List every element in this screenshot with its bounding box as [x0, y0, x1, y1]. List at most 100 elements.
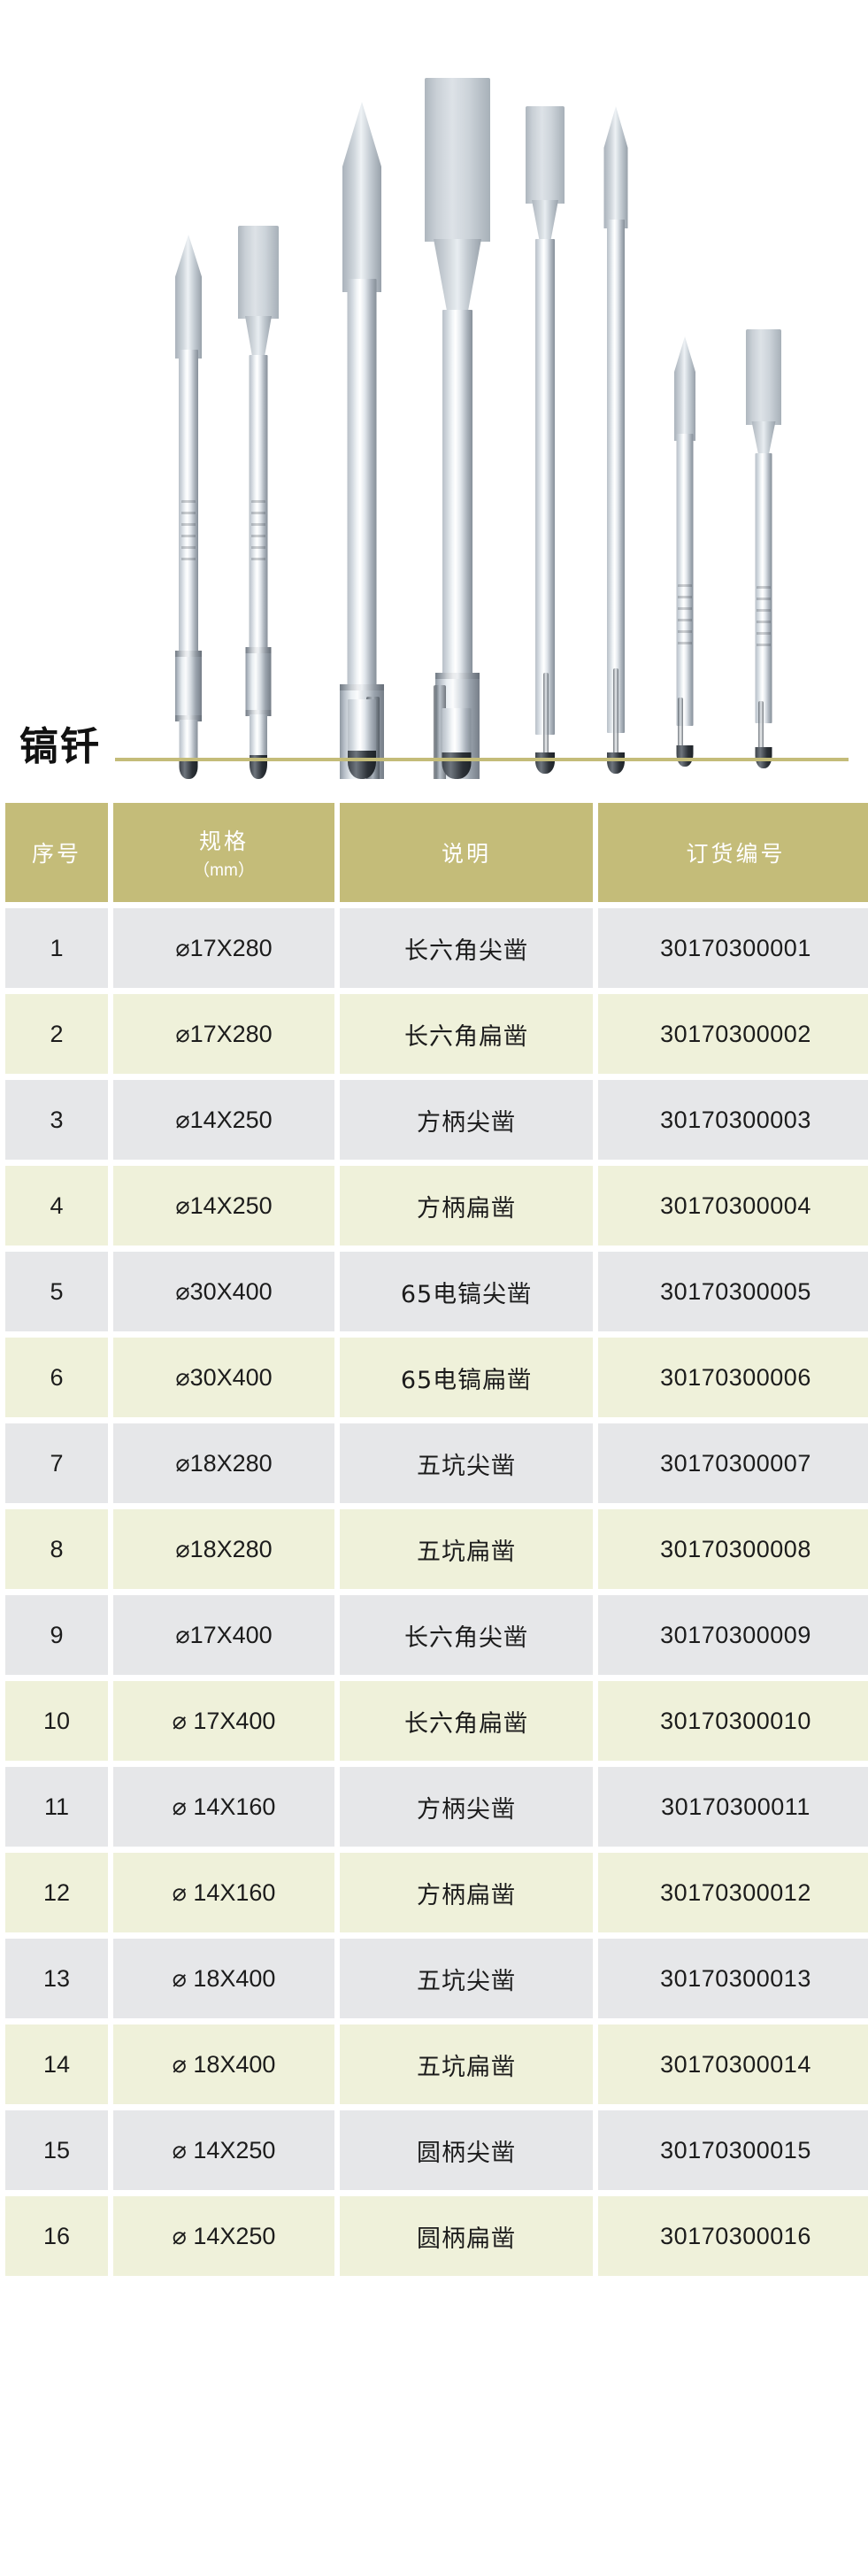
spec-row-number: 16	[5, 2196, 108, 2276]
spec-row-order-code: 30170300009	[598, 1595, 868, 1675]
spec-row-order-code: 30170300008	[598, 1509, 868, 1589]
spec-row-order-code: 30170300004	[598, 1166, 868, 1246]
chisel-sds-flat	[522, 106, 568, 779]
spec-row-description: 五坑扁凿	[340, 1509, 593, 1589]
spec-row-number: 3	[5, 1080, 108, 1160]
spec-row-order-code: 30170300001	[598, 908, 868, 988]
table-row: 2 ⌀17X280 长六角扁凿 30170300002	[5, 994, 868, 1074]
table-row: 4 ⌀14X250 方柄扁凿 30170300004	[5, 1166, 868, 1246]
spec-row-order-code: 30170300016	[598, 2196, 868, 2276]
chisel-square-shank-flat	[423, 78, 492, 779]
spec-row-description: 五坑尖凿	[340, 1423, 593, 1503]
spec-row-number: 2	[5, 994, 108, 1074]
table-row: 14 ⌀ 18X400 五坑扁凿 30170300014	[5, 2025, 868, 2104]
spec-row-description: 方柄尖凿	[340, 1080, 593, 1160]
table-row: 9 ⌀17X400 长六角尖凿 30170300009	[5, 1595, 868, 1675]
table-header: 序号 规格 （mm） 说明 订货编号	[5, 803, 868, 902]
spec-row-number: 6	[5, 1338, 108, 1417]
chisel-lineup	[0, 0, 868, 779]
spec-row-description: 65电镐尖凿	[340, 1252, 593, 1331]
spec-row-number: 12	[5, 1853, 108, 1932]
chisel-square-shank-point	[329, 102, 395, 779]
product-image-panel: 镐钎	[0, 0, 868, 779]
spec-row-order-code: 30170300002	[598, 994, 868, 1074]
table-row: 3 ⌀14X250 方柄尖凿 30170300003	[5, 1080, 868, 1160]
spec-row-size: ⌀18X280	[113, 1509, 334, 1589]
spec-row-number: 9	[5, 1595, 108, 1675]
table-row: 7 ⌀18X280 五坑尖凿 30170300007	[5, 1423, 868, 1503]
spec-row-size: ⌀30X400	[113, 1338, 334, 1417]
page-title: 镐钎	[19, 724, 101, 769]
table-row: 1 ⌀17X280 长六角尖凿 30170300001	[5, 908, 868, 988]
spec-row-description: 65电镐扁凿	[340, 1338, 593, 1417]
table-row: 5 ⌀30X400 65电镐尖凿 30170300005	[5, 1252, 868, 1331]
table-row: 8 ⌀18X280 五坑扁凿 30170300008	[5, 1509, 868, 1589]
spec-row-description: 长六角扁凿	[340, 994, 593, 1074]
column-header-no-label: 序号	[31, 841, 81, 867]
spec-row-description: 长六角尖凿	[340, 908, 593, 988]
column-header-no: 序号	[5, 803, 108, 902]
chisel-long-hex-flat	[232, 226, 285, 779]
column-header-spec-unit: （mm）	[193, 861, 255, 880]
spec-row-description: 五坑扁凿	[340, 2025, 593, 2104]
table-row: 6 ⌀30X400 65电镐扁凿 30170300006	[5, 1338, 868, 1417]
table-body: 1 ⌀17X280 长六角尖凿 30170300001 2 ⌀17X280 长六角扁凿 301…	[5, 908, 868, 2276]
spec-row-number: 14	[5, 2025, 108, 2104]
chisel-long-hex-point	[164, 235, 213, 779]
column-header-spec-label: 规格	[198, 829, 249, 854]
spec-row-size: ⌀ 14X160	[113, 1853, 334, 1932]
spec-row-number: 11	[5, 1767, 108, 1847]
spec-row-description: 圆柄扁凿	[340, 2196, 593, 2276]
spec-row-number: 7	[5, 1423, 108, 1503]
spec-row-number: 8	[5, 1509, 108, 1589]
chisel-square-shank-flat-tail	[442, 708, 472, 779]
column-header-spec: 规格 （mm）	[113, 803, 334, 902]
spec-row-order-code: 30170300006	[598, 1338, 868, 1417]
specification-table: 序号 规格 （mm） 说明 订货编号 1 ⌀17X280 长六角尖凿 30170300…	[0, 797, 868, 2282]
spec-row-order-code: 30170300010	[598, 1681, 868, 1761]
spec-row-size: ⌀14X250	[113, 1166, 334, 1246]
spec-row-order-code: 30170300003	[598, 1080, 868, 1160]
spec-row-description: 方柄扁凿	[340, 1166, 593, 1246]
chisel-round-shank-point	[665, 336, 704, 779]
spec-row-number: 1	[5, 908, 108, 988]
table-row: 13 ⌀ 18X400 五坑尖凿 30170300013	[5, 1939, 868, 2018]
table-header-row: 序号 规格 （mm） 说明 订货编号	[5, 803, 868, 902]
spec-row-size: ⌀18X280	[113, 1423, 334, 1503]
column-header-desc-label: 说明	[441, 841, 491, 867]
column-header-desc: 说明	[340, 803, 593, 902]
spec-row-size: ⌀ 18X400	[113, 2025, 334, 2104]
spec-row-description: 方柄扁凿	[340, 1853, 593, 1932]
spec-row-size: ⌀ 14X250	[113, 2196, 334, 2276]
spec-row-number: 13	[5, 1939, 108, 2018]
spec-row-order-code: 30170300011	[598, 1767, 868, 1847]
spec-row-order-code: 30170300013	[598, 1939, 868, 2018]
category-title-row: 镐钎	[0, 717, 868, 779]
spec-row-size: ⌀ 17X400	[113, 1681, 334, 1761]
spec-row-order-code: 30170300014	[598, 2025, 868, 2104]
spec-row-size: ⌀17X400	[113, 1595, 334, 1675]
column-header-code: 订货编号	[598, 803, 868, 902]
chisel-sds-point	[595, 106, 637, 779]
column-header-code-label: 订货编号	[686, 841, 786, 867]
spec-row-size: ⌀17X280	[113, 994, 334, 1074]
spec-row-number: 10	[5, 1681, 108, 1761]
spec-row-number: 4	[5, 1166, 108, 1246]
spec-row-description: 方柄尖凿	[340, 1767, 593, 1847]
table-row: 12 ⌀ 14X160 方柄扁凿 30170300012	[5, 1853, 868, 1932]
spec-row-size: ⌀ 18X400	[113, 1939, 334, 2018]
table-row: 15 ⌀ 14X250 圆柄尖凿 30170300015	[5, 2110, 868, 2190]
spec-row-number: 15	[5, 2110, 108, 2190]
spec-row-order-code: 30170300007	[598, 1423, 868, 1503]
spec-row-description: 五坑尖凿	[340, 1939, 593, 2018]
chisel-square-shank-point-tail	[347, 699, 377, 779]
chisel-round-shank-flat	[741, 329, 786, 779]
spec-row-description: 长六角扁凿	[340, 1681, 593, 1761]
table-row: 16 ⌀ 14X250 圆柄扁凿 30170300016	[5, 2196, 868, 2276]
spec-row-order-code: 30170300005	[598, 1252, 868, 1331]
spec-row-order-code: 30170300012	[598, 1853, 868, 1932]
spec-row-description: 长六角尖凿	[340, 1595, 593, 1675]
spec-row-size: ⌀30X400	[113, 1252, 334, 1331]
table-row: 10 ⌀ 17X400 长六角扁凿 30170300010	[5, 1681, 868, 1761]
spec-row-size: ⌀17X280	[113, 908, 334, 988]
